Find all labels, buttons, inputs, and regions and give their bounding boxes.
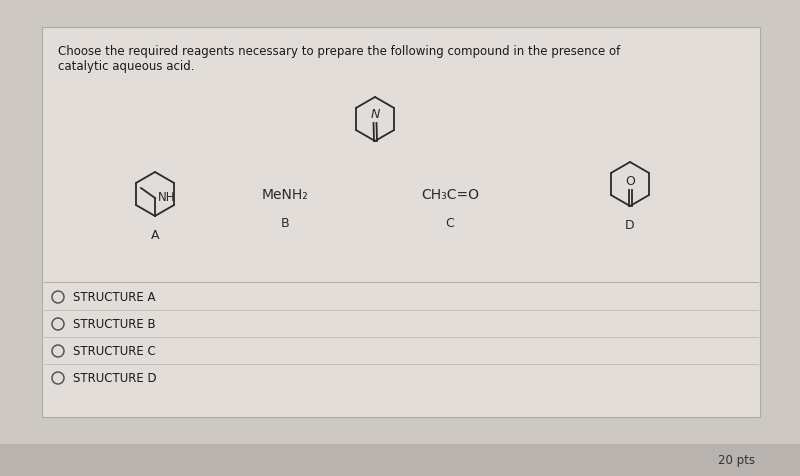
Text: O: O bbox=[625, 175, 635, 188]
Text: A: A bbox=[150, 228, 159, 241]
Text: MeNH₂: MeNH₂ bbox=[262, 188, 308, 201]
Text: STRUCTURE B: STRUCTURE B bbox=[73, 318, 156, 331]
Text: C: C bbox=[446, 217, 454, 229]
Text: N: N bbox=[371, 108, 380, 121]
Text: 20 pts: 20 pts bbox=[718, 454, 755, 466]
Text: catalytic aqueous acid.: catalytic aqueous acid. bbox=[58, 60, 194, 73]
Text: STRUCTURE C: STRUCTURE C bbox=[73, 345, 156, 358]
FancyBboxPatch shape bbox=[0, 444, 800, 476]
Text: B: B bbox=[281, 217, 290, 229]
Text: CH₃C=O: CH₃C=O bbox=[421, 188, 479, 201]
Text: D: D bbox=[625, 218, 635, 231]
Text: STRUCTURE A: STRUCTURE A bbox=[73, 291, 155, 304]
Text: Choose the required reagents necessary to prepare the following compound in the : Choose the required reagents necessary t… bbox=[58, 45, 620, 58]
FancyBboxPatch shape bbox=[42, 28, 760, 417]
Text: STRUCTURE D: STRUCTURE D bbox=[73, 372, 157, 385]
Text: NH: NH bbox=[158, 191, 175, 204]
